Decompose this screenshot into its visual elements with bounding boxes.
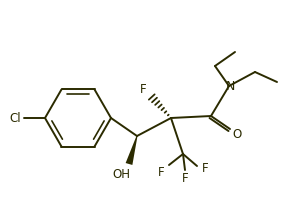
Text: OH: OH [112,168,130,180]
Text: Cl: Cl [9,111,21,124]
Text: F: F [182,173,188,185]
Text: F: F [202,161,208,174]
Polygon shape [126,136,137,165]
Text: N: N [225,80,235,92]
Text: O: O [232,127,242,141]
Text: F: F [140,83,146,96]
Text: F: F [158,165,164,179]
